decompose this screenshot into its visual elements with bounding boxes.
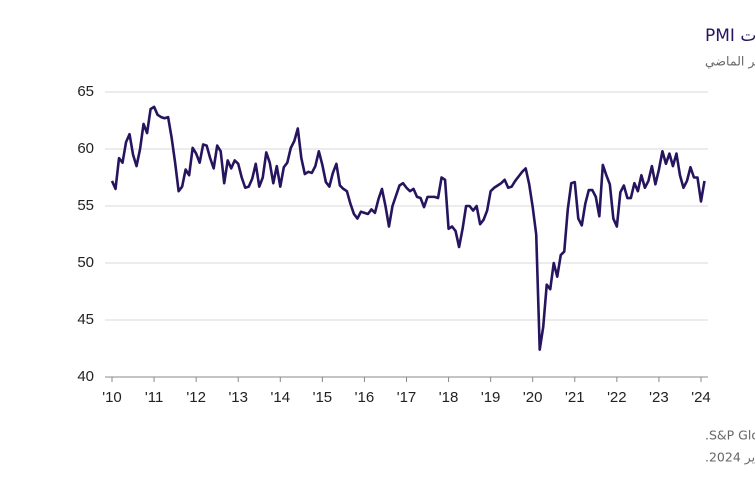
x-tick-label: '18 [439, 389, 459, 406]
x-tick-label: '20 [523, 389, 543, 406]
source-note: المصادر: بنك الرياض، مؤشر مدراء المشتريا… [705, 428, 755, 444]
x-tick-label: '19 [481, 389, 501, 406]
y-tick-label: 50 [77, 254, 94, 271]
x-tick-label: '13 [228, 389, 248, 406]
y-tick-label: 55 [77, 197, 94, 214]
y-tick-label: 65 [77, 83, 94, 100]
x-tick-label: '10 [102, 389, 122, 406]
x-tick-label: '16 [355, 389, 375, 406]
chart-title: مؤشر بنك الرياض لمديري المشتريات PMI [705, 26, 755, 46]
y-tick-label: 45 [77, 311, 94, 328]
x-tick-label: '11 [145, 389, 163, 406]
chart-subtitle: معدل موسميًا، >50 = تحسن منذ الشهر الماض… [705, 54, 755, 70]
x-tick-label: '21 [565, 389, 585, 406]
x-tick-label: '17 [397, 389, 417, 406]
x-tick-label: '12 [186, 389, 206, 406]
x-tick-label: '22 [607, 389, 627, 406]
y-tick-label: 40 [77, 368, 94, 385]
pmi-line [110, 105, 706, 351]
x-tick-label: '15 [313, 389, 333, 406]
x-tick-label: '23 [649, 389, 669, 406]
x-tick-label: '24 [691, 389, 711, 406]
date-note: تم جمع البيانات خلال الفترة من 12 إلى 21… [705, 450, 755, 466]
x-tick-label: '14 [271, 389, 291, 406]
y-tick-label: 60 [77, 140, 94, 157]
